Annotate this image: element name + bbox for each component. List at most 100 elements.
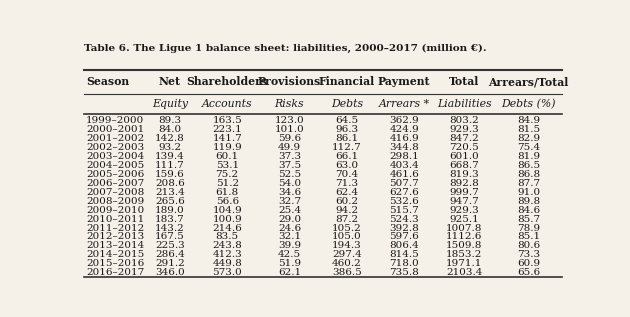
Text: 32.7: 32.7 xyxy=(278,197,301,206)
Text: 85.1: 85.1 xyxy=(517,232,540,242)
Text: Debts: Debts xyxy=(331,99,363,109)
Text: 2012–2013: 2012–2013 xyxy=(86,232,144,242)
Text: 223.1: 223.1 xyxy=(212,125,242,134)
Text: Arrears *: Arrears * xyxy=(379,99,430,109)
Text: 208.6: 208.6 xyxy=(155,179,185,188)
Text: 119.9: 119.9 xyxy=(212,143,242,152)
Text: 96.3: 96.3 xyxy=(335,125,358,134)
Text: 70.4: 70.4 xyxy=(335,170,358,179)
Text: 84.9: 84.9 xyxy=(517,116,540,125)
Text: 141.7: 141.7 xyxy=(212,134,242,143)
Text: 2003–2004: 2003–2004 xyxy=(86,152,144,161)
Text: 1007.8: 1007.8 xyxy=(446,223,482,233)
Text: 720.5: 720.5 xyxy=(449,143,479,152)
Text: 461.6: 461.6 xyxy=(389,170,419,179)
Text: 65.6: 65.6 xyxy=(517,268,540,277)
Text: 1999–2000: 1999–2000 xyxy=(86,116,144,125)
Text: 89.3: 89.3 xyxy=(158,116,181,125)
Text: 2000–2001: 2000–2001 xyxy=(86,125,144,134)
Text: 123.0: 123.0 xyxy=(275,116,304,125)
Text: 61.8: 61.8 xyxy=(215,188,239,197)
Text: Accounts: Accounts xyxy=(202,99,253,109)
Text: 286.4: 286.4 xyxy=(155,250,185,259)
Text: 1112.6: 1112.6 xyxy=(446,232,482,242)
Text: 82.9: 82.9 xyxy=(517,134,540,143)
Text: 573.0: 573.0 xyxy=(212,268,242,277)
Text: 87.2: 87.2 xyxy=(335,215,358,223)
Text: Equity: Equity xyxy=(152,99,188,109)
Text: 929.3: 929.3 xyxy=(449,125,479,134)
Text: 73.3: 73.3 xyxy=(517,250,540,259)
Text: 24.6: 24.6 xyxy=(278,223,301,233)
Text: 2004–2005: 2004–2005 xyxy=(86,161,144,170)
Text: 63.0: 63.0 xyxy=(335,161,358,170)
Text: 53.1: 53.1 xyxy=(215,161,239,170)
Text: 2006–2007: 2006–2007 xyxy=(86,179,144,188)
Text: 84.6: 84.6 xyxy=(517,206,540,215)
Text: 39.9: 39.9 xyxy=(278,242,301,250)
Text: 947.7: 947.7 xyxy=(449,197,479,206)
Text: 105.2: 105.2 xyxy=(332,223,362,233)
Text: 362.9: 362.9 xyxy=(389,116,419,125)
Text: 101.0: 101.0 xyxy=(275,125,304,134)
Text: 298.1: 298.1 xyxy=(389,152,419,161)
Text: 297.4: 297.4 xyxy=(332,250,362,259)
Text: 105.0: 105.0 xyxy=(332,232,362,242)
Text: 78.9: 78.9 xyxy=(517,223,540,233)
Text: 49.9: 49.9 xyxy=(278,143,301,152)
Text: 167.5: 167.5 xyxy=(155,232,185,242)
Text: 1509.8: 1509.8 xyxy=(446,242,482,250)
Text: 2011–2012: 2011–2012 xyxy=(86,223,144,233)
Text: 42.5: 42.5 xyxy=(278,250,301,259)
Text: 424.9: 424.9 xyxy=(389,125,419,134)
Text: Table 6. The Ligue 1 balance sheet: liabilities, 2000–2017 (million €).: Table 6. The Ligue 1 balance sheet: liab… xyxy=(84,43,486,53)
Text: 71.3: 71.3 xyxy=(335,179,358,188)
Text: 2005–2006: 2005–2006 xyxy=(86,170,144,179)
Text: Debts (%): Debts (%) xyxy=(501,99,556,109)
Text: 460.2: 460.2 xyxy=(332,259,362,268)
Text: Financial: Financial xyxy=(319,76,375,87)
Text: 100.9: 100.9 xyxy=(212,215,242,223)
Text: 214.6: 214.6 xyxy=(212,223,242,233)
Text: Liabilities: Liabilities xyxy=(437,99,491,109)
Text: Arrears/Total: Arrears/Total xyxy=(488,76,569,87)
Text: 2008–2009: 2008–2009 xyxy=(86,197,144,206)
Text: 32.1: 32.1 xyxy=(278,232,301,242)
Text: 34.6: 34.6 xyxy=(278,188,301,197)
Text: 929.3: 929.3 xyxy=(449,206,479,215)
Text: 111.7: 111.7 xyxy=(155,161,185,170)
Text: 66.1: 66.1 xyxy=(335,152,358,161)
Text: 1853.2: 1853.2 xyxy=(446,250,482,259)
Text: 194.3: 194.3 xyxy=(332,242,362,250)
Text: 86.1: 86.1 xyxy=(335,134,358,143)
Text: 81.5: 81.5 xyxy=(517,125,540,134)
Text: 291.2: 291.2 xyxy=(155,259,185,268)
Text: 814.5: 814.5 xyxy=(389,250,419,259)
Text: 449.8: 449.8 xyxy=(212,259,242,268)
Text: 2016–2017: 2016–2017 xyxy=(86,268,144,277)
Text: 999.7: 999.7 xyxy=(449,188,479,197)
Text: 819.3: 819.3 xyxy=(449,170,479,179)
Text: 265.6: 265.6 xyxy=(155,197,185,206)
Text: 892.8: 892.8 xyxy=(449,179,479,188)
Text: Season: Season xyxy=(86,76,129,87)
Text: 91.0: 91.0 xyxy=(517,188,540,197)
Text: 85.7: 85.7 xyxy=(517,215,540,223)
Text: 735.8: 735.8 xyxy=(389,268,419,277)
Text: 75.2: 75.2 xyxy=(215,170,239,179)
Text: 29.0: 29.0 xyxy=(278,215,301,223)
Text: 80.6: 80.6 xyxy=(517,242,540,250)
Text: 2103.4: 2103.4 xyxy=(446,268,482,277)
Text: 104.9: 104.9 xyxy=(212,206,242,215)
Text: 386.5: 386.5 xyxy=(332,268,362,277)
Text: 515.7: 515.7 xyxy=(389,206,419,215)
Text: 83.5: 83.5 xyxy=(215,232,239,242)
Text: Payment: Payment xyxy=(378,76,430,87)
Text: 112.7: 112.7 xyxy=(332,143,362,152)
Text: 75.4: 75.4 xyxy=(517,143,540,152)
Text: 56.6: 56.6 xyxy=(215,197,239,206)
Text: Total: Total xyxy=(449,76,479,87)
Text: 2001–2002: 2001–2002 xyxy=(86,134,144,143)
Text: 64.5: 64.5 xyxy=(335,116,358,125)
Text: 25.4: 25.4 xyxy=(278,206,301,215)
